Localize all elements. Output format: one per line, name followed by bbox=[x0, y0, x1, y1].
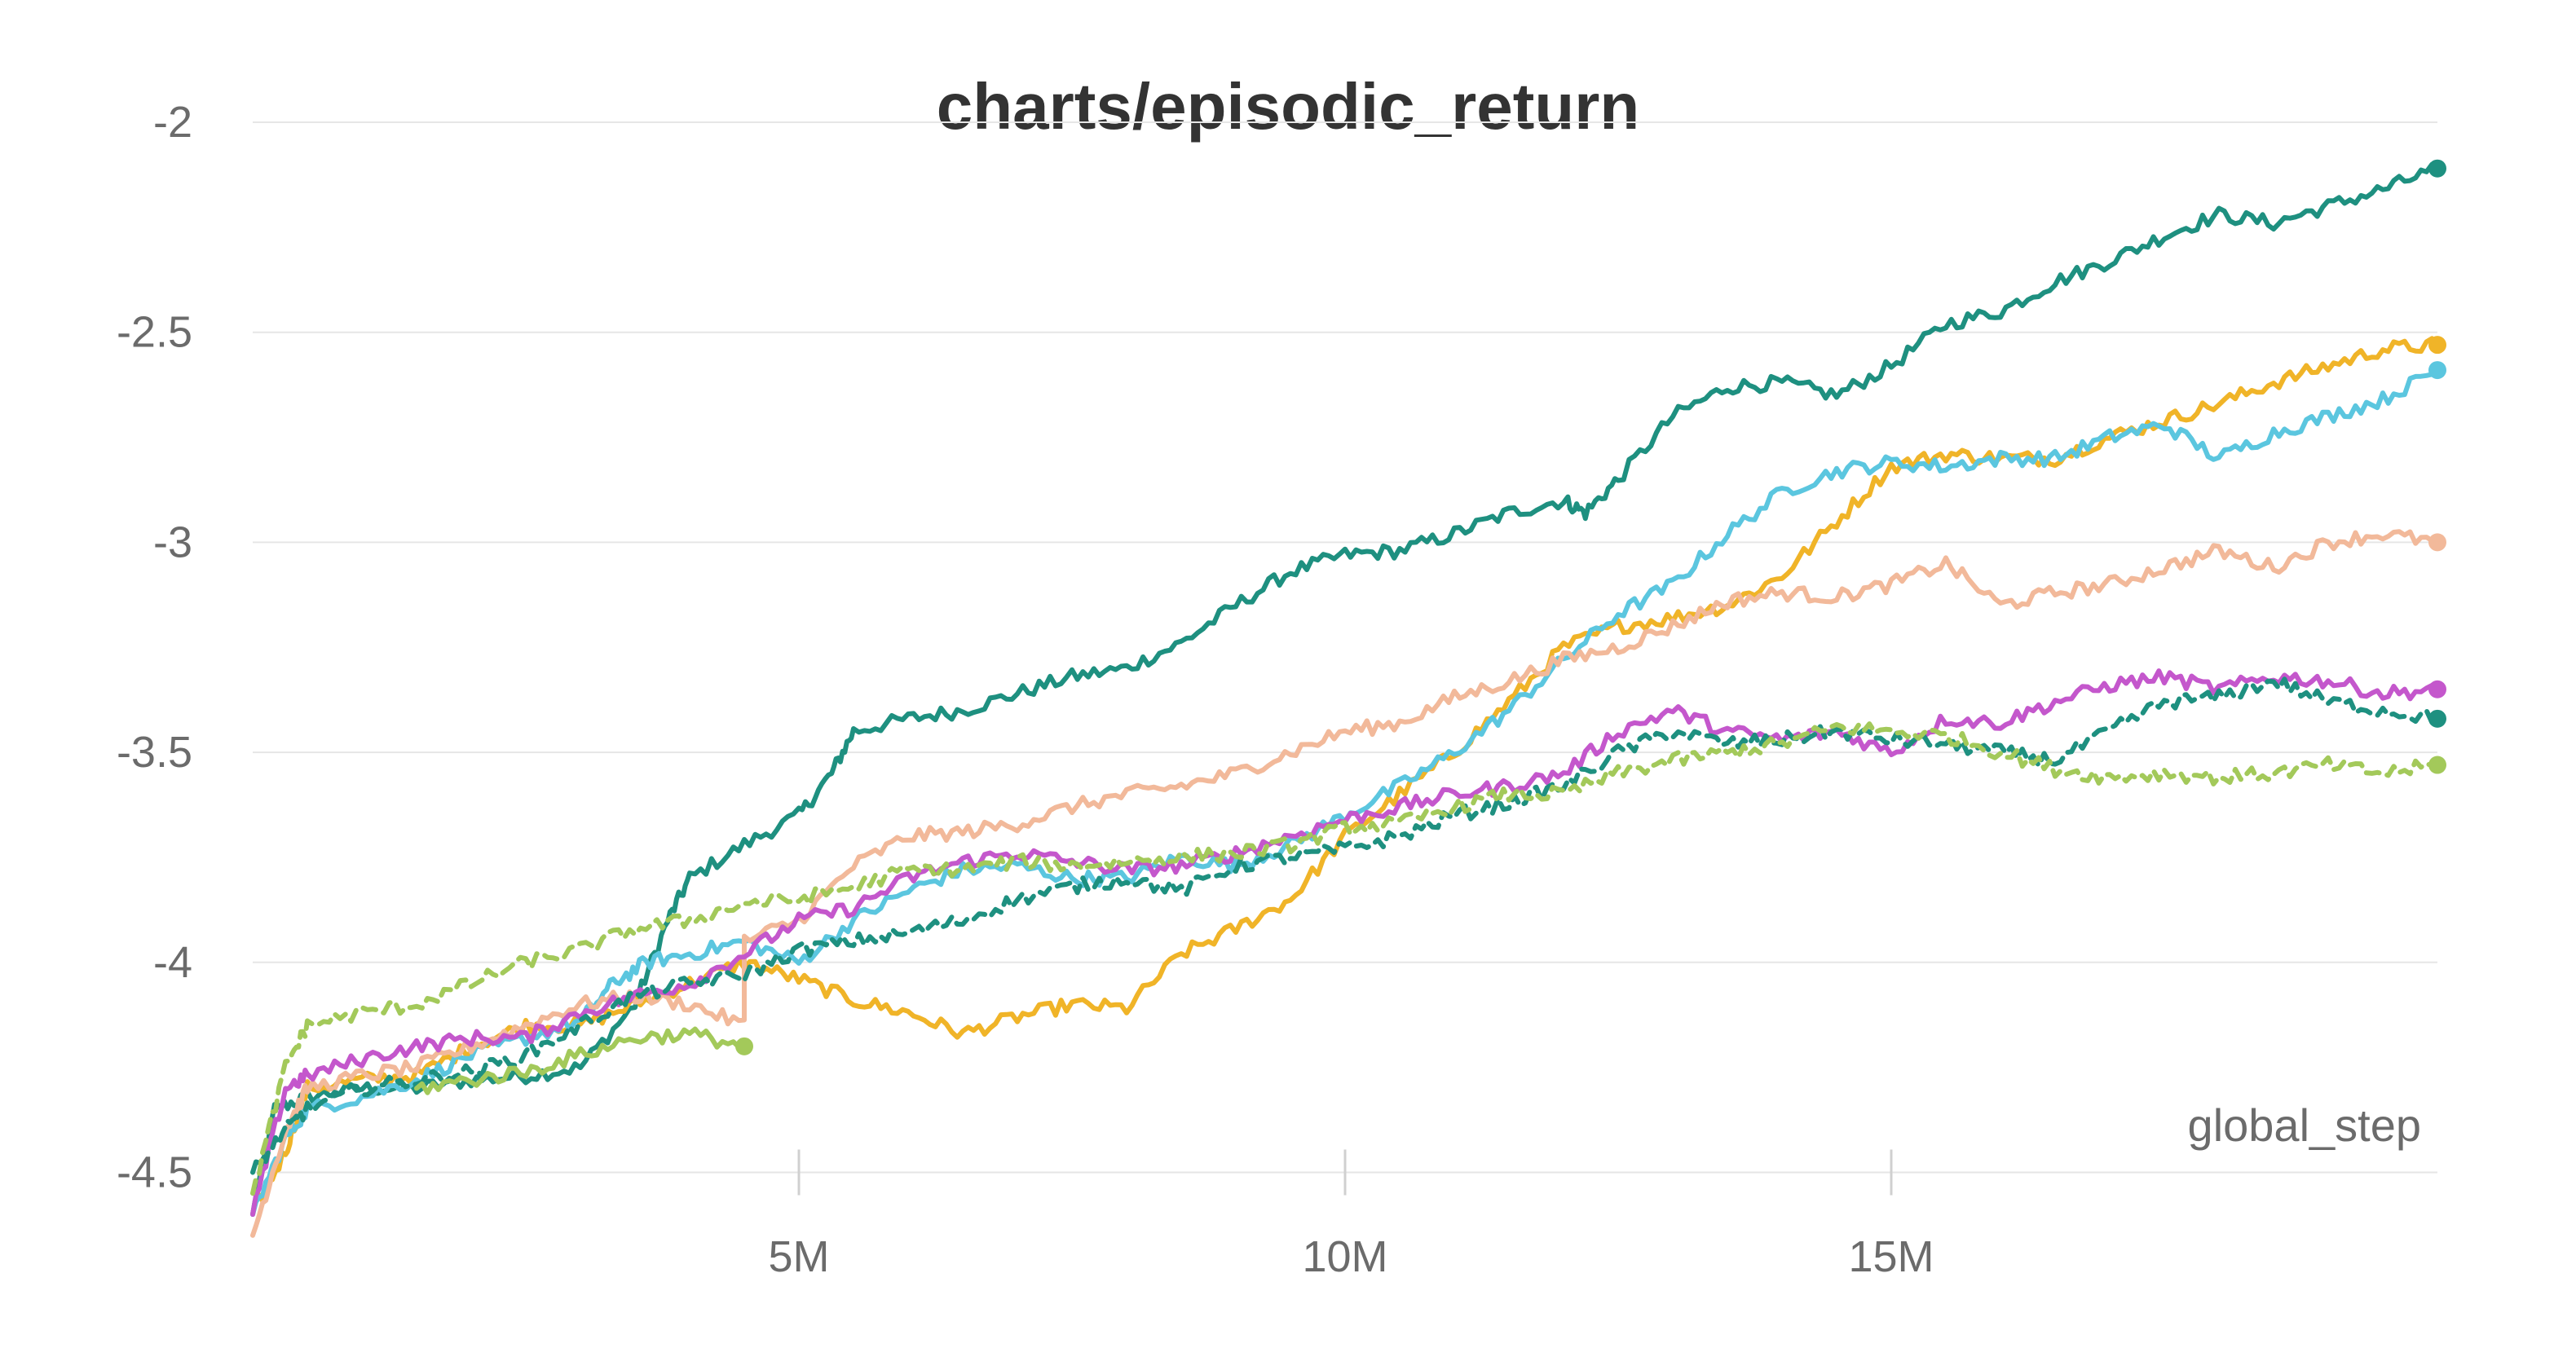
series-endpoint bbox=[2428, 680, 2446, 698]
y-axis-ticks: -2 -2.5 -3 -3.5 -4 -4.5 bbox=[117, 98, 192, 1196]
series-endpoint bbox=[735, 1037, 753, 1055]
series-endpoint bbox=[2428, 709, 2446, 728]
series-endpoint bbox=[2428, 336, 2446, 355]
series-lines bbox=[250, 161, 2440, 1238]
series-endpoint bbox=[2428, 361, 2446, 380]
series-line bbox=[250, 161, 2440, 1217]
x-axis-label: global_step bbox=[2188, 1099, 2421, 1151]
series-endpoint bbox=[2428, 756, 2446, 774]
series-line bbox=[250, 668, 2440, 1217]
series-line bbox=[250, 529, 2440, 1238]
series-endpoint bbox=[2428, 159, 2446, 178]
y-tick-label: -3 bbox=[153, 518, 192, 566]
y-tick-label: -2.5 bbox=[117, 308, 192, 357]
series-line bbox=[250, 676, 2440, 1175]
y-tick-label: -4 bbox=[153, 938, 192, 987]
x-tick-label: 10M bbox=[1302, 1232, 1387, 1281]
x-tick-label: 15M bbox=[1848, 1232, 1934, 1281]
x-axis-ticks: 5M 10M 15M bbox=[768, 1149, 1934, 1281]
y-tick-label: -2 bbox=[153, 98, 192, 147]
series-endpoint bbox=[2428, 533, 2446, 552]
series-line bbox=[414, 1026, 747, 1095]
x-tick-label: 5M bbox=[768, 1232, 829, 1281]
y-tick-label: -4.5 bbox=[117, 1148, 192, 1196]
series-line bbox=[250, 368, 2440, 1217]
series-endpoints bbox=[735, 159, 2446, 1055]
y-tick-label: -3.5 bbox=[117, 728, 192, 777]
series-line bbox=[250, 721, 2440, 1196]
chart-title: charts/episodic_return bbox=[937, 70, 1640, 143]
